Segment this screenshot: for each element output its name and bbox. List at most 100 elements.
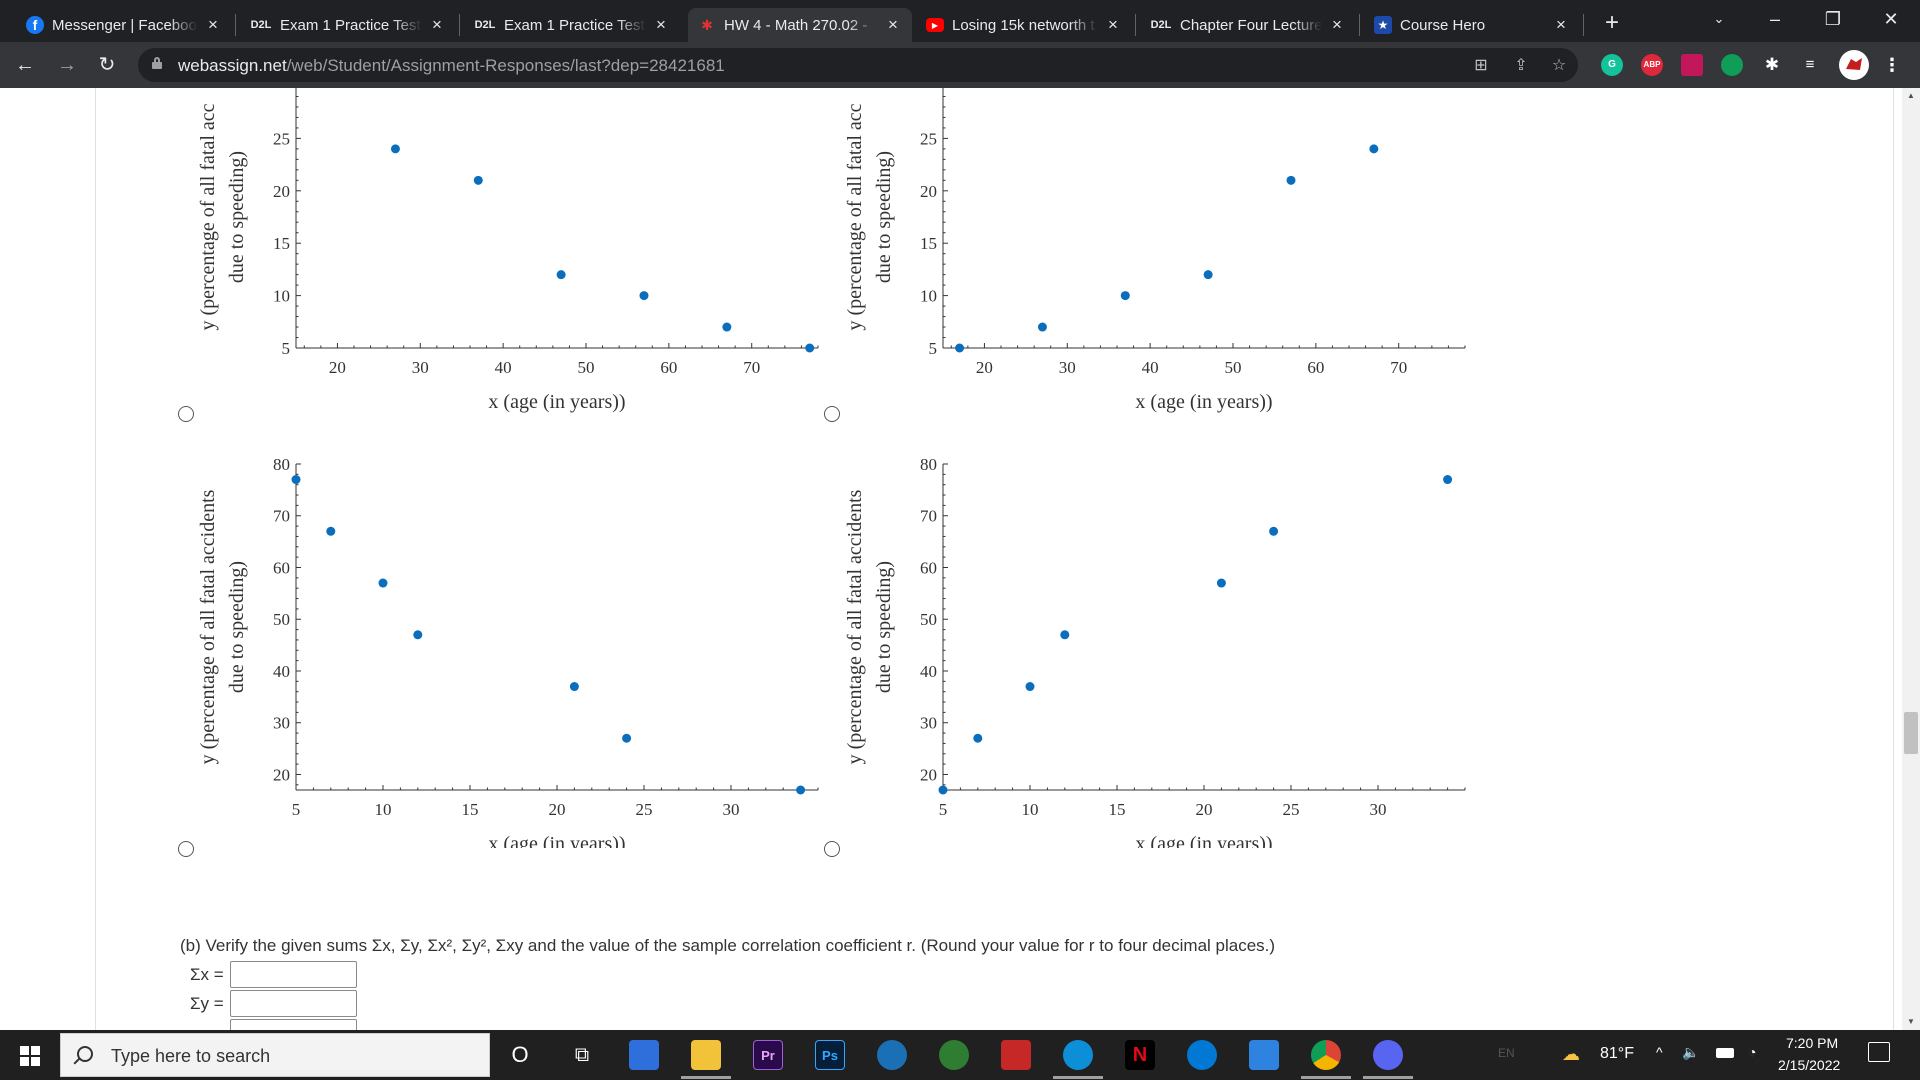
- gaming-app-icon[interactable]: [1001, 1040, 1031, 1070]
- profile-avatar[interactable]: [1839, 50, 1869, 80]
- tab-exam-practice-2[interactable]: D2L Exam 1 Practice Test S ×: [464, 8, 680, 42]
- x-tick-label: 5: [939, 800, 948, 819]
- scatter-plot-1: 20 30 40 50 60 70 5 10 15 20 25 x (age (in years)) y…: [197, 88, 819, 413]
- answer-option-radio-4[interactable]: [824, 841, 840, 857]
- answer-option-radio-3[interactable]: [178, 841, 194, 857]
- mail-icon[interactable]: [1249, 1040, 1279, 1070]
- x-tick-label: 25: [636, 800, 653, 819]
- x-tick-label: 25: [1283, 800, 1300, 819]
- reload-icon[interactable]: ↻: [98, 54, 116, 76]
- window-close-icon[interactable]: ✕: [1883, 9, 1899, 29]
- url-text[interactable]: webassign.net/web/Student/Assignment-Res…: [178, 56, 725, 75]
- new-tab-button[interactable]: +: [1604, 9, 1619, 36]
- extension-icon[interactable]: [1681, 54, 1703, 76]
- close-icon[interactable]: ×: [1108, 15, 1118, 34]
- tab-messenger[interactable]: f Messenger | Facebook ×: [16, 8, 232, 42]
- close-icon[interactable]: ×: [656, 15, 666, 34]
- extension-icon[interactable]: [1721, 54, 1743, 76]
- close-icon[interactable]: ×: [208, 15, 218, 34]
- tab-search-chevron-icon[interactable]: ⌄: [1713, 11, 1725, 26]
- battery-icon[interactable]: [1716, 1048, 1734, 1058]
- y-tick-label: 70: [920, 507, 937, 526]
- sum-x-input[interactable]: [230, 961, 357, 988]
- x-tick-label: 40: [495, 358, 512, 377]
- translate-icon[interactable]: ⊞: [1474, 57, 1488, 74]
- sum-x-squared-input[interactable]: [230, 1019, 357, 1030]
- language-indicator[interactable]: EN: [1498, 1046, 1515, 1060]
- cortana-icon[interactable]: O: [511, 1042, 529, 1067]
- y-axis-label-line-2: due to speeding): [873, 561, 895, 693]
- close-icon[interactable]: ×: [1556, 15, 1566, 34]
- scroll-down-arrow-icon[interactable]: ▼: [1907, 1017, 1915, 1026]
- y-tick-label: 30: [920, 714, 937, 733]
- netflix-icon[interactable]: N: [1125, 1040, 1155, 1070]
- restore-icon[interactable]: ❐: [1824, 9, 1842, 29]
- premiere-pro-icon[interactable]: Pr: [753, 1040, 783, 1070]
- x-tick-label: 10: [1022, 800, 1039, 819]
- grammarly-extension-icon[interactable]: G: [1601, 54, 1623, 76]
- x-tick-label: 70: [743, 358, 760, 377]
- tab-exam-practice-1[interactable]: D2L Exam 1 Practice Test S ×: [240, 8, 456, 42]
- data-point: [1443, 475, 1453, 485]
- stocks-icon[interactable]: [877, 1040, 907, 1070]
- microsoft-store-icon[interactable]: [629, 1040, 659, 1070]
- edge-icon[interactable]: [1063, 1040, 1093, 1070]
- photoshop-icon[interactable]: Ps: [815, 1040, 845, 1070]
- tab-hw4-math[interactable]: ✱ HW 4 - Math 270.02 - ×: [688, 8, 912, 42]
- clock-time[interactable]: 7:20 PM: [1786, 1035, 1839, 1051]
- answer-option-radio-2[interactable]: [824, 406, 840, 422]
- adblock-extension-icon[interactable]: ABP: [1641, 54, 1663, 76]
- data-point: [1269, 526, 1279, 536]
- tab-title: Losing 15k networth t: [952, 16, 1095, 34]
- windows-start-icon[interactable]: [20, 1046, 40, 1066]
- y-tick-label: 25: [273, 129, 290, 148]
- sum-y-input[interactable]: [230, 990, 357, 1017]
- extensions-puzzle-icon[interactable]: ✱: [1764, 55, 1780, 74]
- forward-arrow-icon[interactable]: →: [57, 54, 77, 76]
- file-explorer-icon[interactable]: [691, 1040, 721, 1070]
- close-icon[interactable]: ×: [1332, 15, 1342, 34]
- scrollbar-thumb[interactable]: [1904, 712, 1918, 754]
- data-point: [639, 291, 649, 301]
- close-icon[interactable]: ×: [888, 15, 898, 34]
- vertical-scrollbar[interactable]: ▲ ▼: [1902, 88, 1920, 1030]
- scroll-up-arrow-icon[interactable]: ▲: [1907, 91, 1915, 100]
- weather-icon[interactable]: ☁: [1562, 1044, 1580, 1064]
- notifications-icon[interactable]: [1868, 1042, 1890, 1062]
- close-icon[interactable]: ×: [432, 15, 442, 34]
- skype-icon[interactable]: [1187, 1040, 1217, 1070]
- volume-icon[interactable]: 🔈: [1682, 1044, 1700, 1060]
- chrome-icon[interactable]: [1311, 1040, 1341, 1070]
- tray-chevron-icon[interactable]: ^: [1656, 1044, 1663, 1060]
- x-tick-label: 20: [976, 358, 993, 377]
- wifi-icon[interactable]: ◔: [1748, 1044, 1757, 1060]
- x-tick-label: 20: [1196, 800, 1213, 819]
- bookmark-star-icon[interactable]: ☆: [1551, 57, 1567, 74]
- tab-youtube-video[interactable]: ▶ Losing 15k networth t ×: [916, 8, 1132, 42]
- taskbar-search-input[interactable]: Type here to search: [60, 1033, 490, 1077]
- task-view-icon[interactable]: ⧉: [574, 1043, 590, 1066]
- address-bar[interactable]: webassign.net/web/Student/Assignment-Res…: [138, 48, 1578, 82]
- y-tick-label: 20: [920, 182, 937, 201]
- menu-kebab-icon[interactable]: ⋮: [1883, 55, 1901, 75]
- tab-course-hero[interactable]: ★ Course Hero ×: [1364, 8, 1580, 42]
- temperature-text[interactable]: 81°F: [1600, 1045, 1634, 1062]
- discord-icon[interactable]: [1373, 1040, 1403, 1070]
- data-point: [473, 175, 483, 185]
- x-tick-label: 60: [660, 358, 677, 377]
- content-right-border: [1893, 88, 1894, 1030]
- reading-list-icon[interactable]: ≡: [1805, 56, 1815, 73]
- data-point: [622, 733, 632, 743]
- answer-option-radio-1[interactable]: [178, 406, 194, 422]
- share-icon[interactable]: ⇪: [1514, 57, 1528, 74]
- x-tick-label: 10: [375, 800, 392, 819]
- back-arrow-icon[interactable]: ←: [15, 54, 35, 76]
- y-tick-label: 5: [929, 339, 938, 358]
- browser-app-icon[interactable]: [939, 1040, 969, 1070]
- clock-date[interactable]: 2/15/2022: [1778, 1057, 1841, 1073]
- lock-icon[interactable]: [152, 57, 162, 69]
- tab-chapter-four[interactable]: D2L Chapter Four Lecture ×: [1140, 8, 1356, 42]
- y-tick-label: 50: [273, 610, 290, 629]
- y-tick-label: 10: [273, 287, 290, 306]
- minimize-icon[interactable]: –: [1769, 9, 1780, 29]
